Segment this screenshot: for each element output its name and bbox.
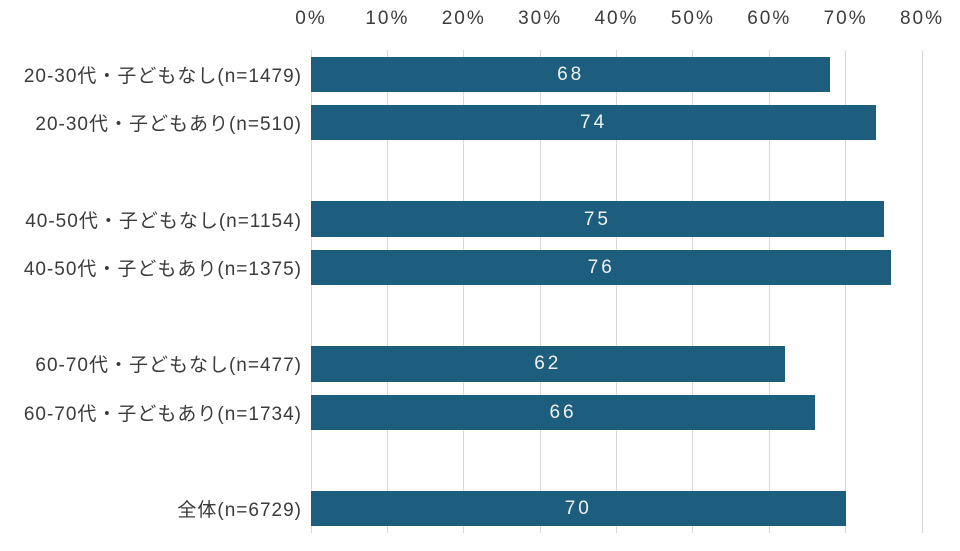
bar-value-label: 68 (557, 63, 585, 85)
category-label: 40-50代・子どもなし(n=1154) (25, 210, 302, 232)
bar: 76 (311, 249, 892, 285)
chart-row: 60-70代・子どもあり(n=1734) 66 (24, 388, 922, 436)
x-axis-tick-label: 70% (823, 8, 868, 29)
gridline (616, 50, 617, 533)
category-label: 20-30代・子どもなし(n=1479) (23, 65, 302, 87)
x-axis-tick-label: 50% (670, 8, 715, 29)
chart-row: 40-50代・子どもあり(n=1375) 76 (24, 243, 922, 291)
category-label: 40-50代・子どもあり(n=1375) (23, 258, 302, 280)
x-axis: 0% 10% 20% 30% 40% 50% 60% 70% 80% (295, 8, 942, 36)
x-axis-tick-label: 20% (441, 8, 486, 29)
plot-area: 20-30代・子どもなし(n=1479) 68 20-30代・子どもあり(n=510… (24, 50, 923, 533)
category-label: 20-30代・子どもあり(n=510) (35, 113, 302, 135)
x-axis-tick-label: 40% (594, 8, 639, 29)
gridline (539, 50, 541, 533)
x-axis-tick-label: 60% (747, 8, 792, 29)
bar-value-label: 62 (534, 353, 562, 375)
gridline (463, 50, 465, 533)
x-axis-tick-label: 30% (518, 8, 563, 29)
chart-row: 20-30代・子どもあり(n=510) 74 (35, 98, 922, 146)
chart-row: 60-70代・子どもなし(n=477) 62 (35, 340, 922, 388)
gridline (692, 50, 694, 533)
chart-row: 20-30代・子どもなし(n=1479) 68 (24, 50, 922, 98)
bar-value-label: 70 (564, 498, 592, 520)
category-label: 60-70代・子どもあり(n=1734) (23, 403, 302, 425)
bar: 74 (311, 104, 877, 141)
category-label: 全体(n=6729) (177, 500, 302, 522)
bar: 75 (311, 201, 884, 237)
bar-value-label: 76 (587, 256, 615, 278)
bar: 70 (311, 491, 846, 527)
x-axis-tick-label: 10% (365, 8, 410, 29)
x-axis-tick-label: 0% (295, 8, 327, 29)
gridline (845, 50, 847, 533)
bar: 68 (311, 56, 831, 92)
bar-value-label: 74 (580, 111, 608, 133)
gridline (386, 50, 388, 533)
bar: 66 (311, 394, 816, 430)
x-axis-tick-label: 80% (899, 8, 945, 29)
gridline (310, 50, 312, 533)
category-label: 60-70代・子どもなし(n=477) (35, 355, 302, 377)
bar: 62 (311, 346, 785, 382)
gridline (921, 50, 923, 533)
bar-value-label: 66 (549, 401, 577, 423)
chart-row: 40-50代・子どもなし(n=1154) 75 (25, 195, 922, 243)
bar-value-label: 75 (583, 208, 611, 230)
gridline (768, 50, 770, 533)
chart-row: 全体(n=6729) 70 (177, 485, 922, 533)
